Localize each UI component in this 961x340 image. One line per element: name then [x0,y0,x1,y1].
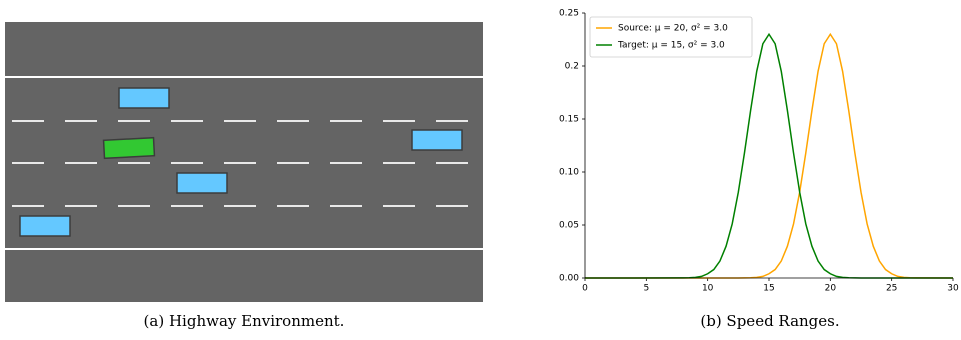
ego-vehicle [104,138,155,159]
y-tick-label: 0.05 [559,221,579,231]
legend-label: Source: μ = 20, σ² = 3.0 [618,24,728,34]
y-tick-label: 0.2 [565,62,579,72]
vehicle [119,88,169,108]
chart: 0.00 0.05 0.10 0.15 0.2 0.25 0 5 10 15 20 25 30 Sourc… [559,9,959,294]
vehicle [412,130,462,150]
highway-image [5,22,483,302]
x-tick-label: 30 [947,284,959,294]
y-tick-label: 0.15 [559,115,579,125]
legend-label: Target: μ = 15, σ² = 3.0 [617,41,725,51]
x-tick-label: 0 [582,284,588,294]
caption: (a) Highway Environment. [144,312,345,330]
x-tick-label: 20 [825,284,837,294]
y-tick-label: 0.00 [559,274,579,284]
series-line [585,34,953,278]
page: {"captions": ["(a) Highway Environment."… [0,0,961,340]
x-tick-label: 25 [886,284,897,294]
series-line [585,34,953,278]
figure: (a) Highway Environment. (b) Speed Range… [0,0,961,336]
y-tick-label: 0.25 [559,9,579,19]
vehicle [20,216,70,236]
caption: (b) Speed Ranges. [700,312,839,330]
y-tick-label: 0.10 [559,168,579,178]
x-tick-label: 5 [643,284,649,294]
x-tick-label: 10 [702,284,714,294]
vehicle [177,173,227,193]
x-tick-label: 15 [763,284,774,294]
